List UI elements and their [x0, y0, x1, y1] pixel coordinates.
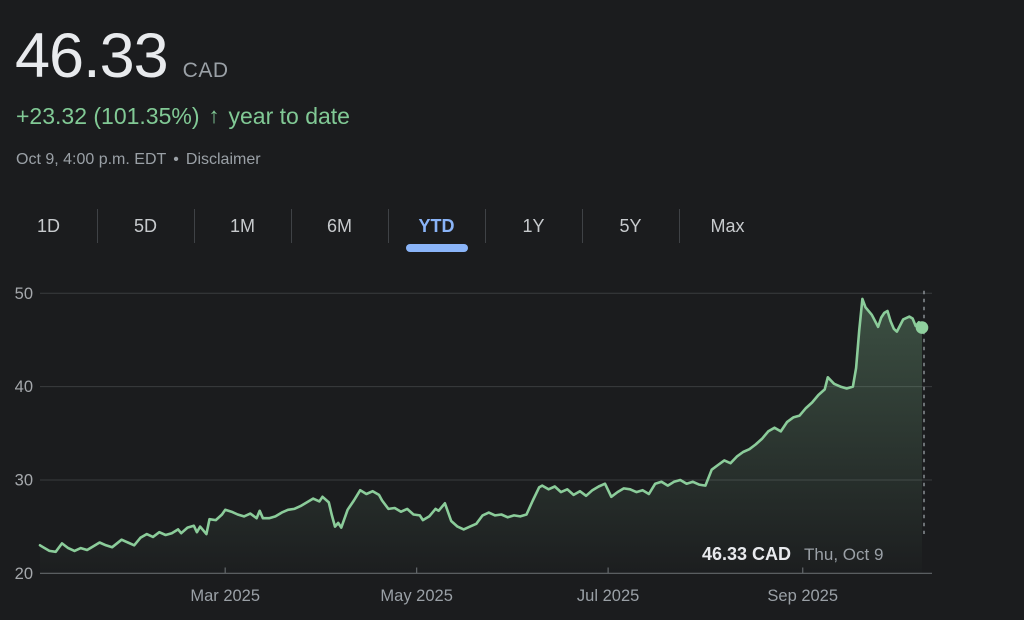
- price-area-fill: [40, 298, 922, 574]
- tab-1d[interactable]: 1D: [0, 206, 97, 246]
- y-axis-label: 40: [15, 378, 33, 396]
- tab-label: Max: [710, 215, 745, 236]
- x-axis-label: Jul 2025: [577, 587, 639, 605]
- price-change: +23.32 (101.35%) ↑ year to date: [16, 103, 350, 130]
- tab-label: 1Y: [522, 215, 545, 236]
- up-arrow-icon: ↑: [208, 103, 220, 128]
- tab-1y[interactable]: 1Y: [485, 206, 582, 246]
- x-axis-label: Sep 2025: [767, 587, 838, 605]
- tab-ytd[interactable]: YTD: [388, 206, 485, 252]
- change-value: +23.32 (101.35%): [16, 103, 200, 129]
- tab-5d[interactable]: 5D: [97, 206, 194, 246]
- tab-label: 1D: [36, 215, 60, 236]
- currency-code: CAD: [182, 59, 229, 82]
- price-line: [38, 297, 924, 554]
- tooltip-price: 46.33 CAD: [702, 544, 792, 564]
- tab-1m[interactable]: 1M: [194, 206, 291, 246]
- tab-max[interactable]: Max: [679, 206, 776, 246]
- quote-timestamp: Oct 9, 4:00 p.m. EDT: [16, 151, 167, 168]
- tooltip-date: Thu, Oct 9: [804, 545, 884, 564]
- meta-separator: •: [173, 151, 179, 168]
- current-price: 46.33: [15, 21, 169, 91]
- active-tab-underline: [405, 244, 468, 252]
- chart-tooltip: 46.33 CAD Thu, Oct 9: [702, 544, 883, 565]
- tab-label: 6M: [326, 215, 352, 236]
- x-axis-label: Mar 2025: [190, 587, 260, 605]
- last-price-dot: [915, 321, 929, 334]
- x-axis-label: May 2025: [380, 587, 452, 605]
- tab-6m[interactable]: 6M: [291, 206, 388, 246]
- tab-label: 5D: [133, 215, 157, 236]
- tab-label: 5Y: [619, 215, 642, 236]
- quote-meta: Oct 9, 4:00 p.m. EDT • Disclaimer: [16, 151, 261, 169]
- tab-5y[interactable]: 5Y: [582, 206, 679, 246]
- y-axis-label: 50: [15, 285, 33, 303]
- price-row: 46.33 CAD: [15, 25, 229, 88]
- y-axis-label: 20: [15, 565, 33, 583]
- disclaimer-link[interactable]: Disclaimer: [185, 151, 261, 168]
- tab-label: YTD: [418, 215, 455, 236]
- range-tab-bar: 1D 5D 1M 6M YTD 1Y 5Y Max: [0, 206, 776, 256]
- y-axis-label: 30: [15, 471, 33, 489]
- change-period: year to date: [228, 103, 350, 129]
- tab-label: 1M: [229, 215, 255, 236]
